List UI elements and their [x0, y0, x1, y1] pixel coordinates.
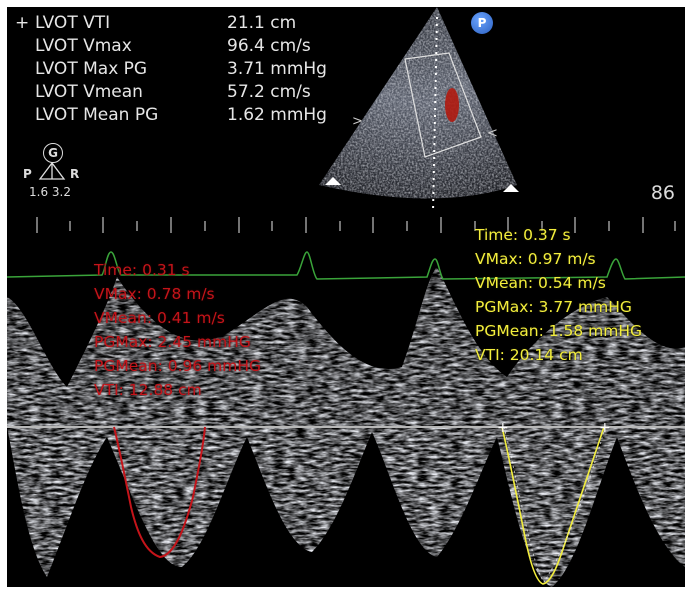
overlay-line-pgmax: PGMax: 2.45 mmHG — [94, 333, 251, 351]
svg-text:>: > — [352, 114, 363, 129]
time-scale-ticks — [36, 217, 676, 233]
depth-label: 86 — [650, 182, 675, 204]
yellow-vti-dotted — [503, 426, 606, 583]
svg-text:<: < — [487, 126, 498, 141]
overlay-line-vti: VTI: 20.14 cm — [475, 346, 583, 364]
measurement-value: 3.71 mmHg — [227, 59, 327, 79]
yellow-measurement-overlay: Time: 0.37 s VMax: 0.97 m/s VMean: 0.54 … — [475, 223, 642, 367]
overlay-line-pgmax: PGMax: 3.77 mmHG — [475, 298, 632, 316]
measurement-results-panel: + LVOT VTI 21.1 cm LVOT Vmax 96.4 cm/s L… — [15, 12, 345, 127]
yellow-start-cursor: + — [497, 420, 509, 436]
measurement-value: 1.62 mmHg — [227, 105, 327, 125]
measurement-row: LVOT Vmean 57.2 cm/s — [15, 81, 345, 104]
measurement-row: LVOT Mean PG 1.62 mmHg — [15, 104, 345, 127]
overlay-line-vti: VTI: 12.88 cm — [94, 381, 202, 399]
overlay-line-time: Time: 0.31 s — [94, 261, 190, 279]
probe-right-label: R — [70, 167, 80, 181]
measurement-label: LVOT Max PG — [35, 59, 148, 79]
probe-left-label: P — [23, 167, 32, 181]
probe-values: 1.6 3.2 — [29, 185, 71, 199]
doppler-spectrum — [7, 267, 685, 587]
probe-marker: G — [43, 143, 63, 163]
measurement-row: LVOT Vmax 96.4 cm/s — [15, 35, 345, 58]
yellow-vti-envelope — [501, 426, 605, 585]
echo-display: > < — [7, 7, 685, 587]
active-measurement-marker: + — [15, 13, 30, 33]
overlay-line-vmean: VMean: 0.41 m/s — [94, 309, 225, 327]
probe-orientation-indicator: G P R 1.6 3.2 — [23, 143, 93, 203]
overlay-line-vmax: VMax: 0.78 m/s — [94, 285, 215, 303]
measurement-label: LVOT Vmean — [35, 82, 143, 102]
red-measurement-overlay: Time: 0.31 s VMax: 0.78 m/s VMean: 0.41 … — [94, 258, 261, 402]
measurement-label: LVOT Mean PG — [35, 105, 159, 125]
overlay-line-time: Time: 0.37 s — [475, 226, 571, 244]
measurement-row: + LVOT VTI 21.1 cm — [15, 12, 345, 35]
overlay-line-pgmean: PGMean: 1.58 mmHG — [475, 322, 643, 340]
overlay-line-vmean: VMean: 0.54 m/s — [475, 274, 606, 292]
measurement-value: 57.2 cm/s — [227, 82, 311, 102]
measurement-value: 21.1 cm — [227, 13, 297, 33]
measurement-row: LVOT Max PG 3.71 mmHg — [15, 58, 345, 81]
measurement-label: LVOT Vmax — [35, 36, 132, 56]
overlay-line-vmax: VMax: 0.97 m/s — [475, 250, 596, 268]
echo-graphics: > < — [7, 7, 685, 587]
yellow-end-cursor: + — [599, 420, 611, 436]
measurement-label: LVOT VTI — [35, 13, 111, 33]
ecg-trace — [7, 251, 685, 280]
measurement-value: 96.4 cm/s — [227, 36, 311, 56]
overlay-line-pgmean: PGMean: 0.96 mmHG — [94, 357, 262, 375]
triangle-icon — [38, 161, 66, 180]
p-marker-icon: P — [471, 12, 493, 34]
red-vti-envelope — [113, 426, 206, 559]
